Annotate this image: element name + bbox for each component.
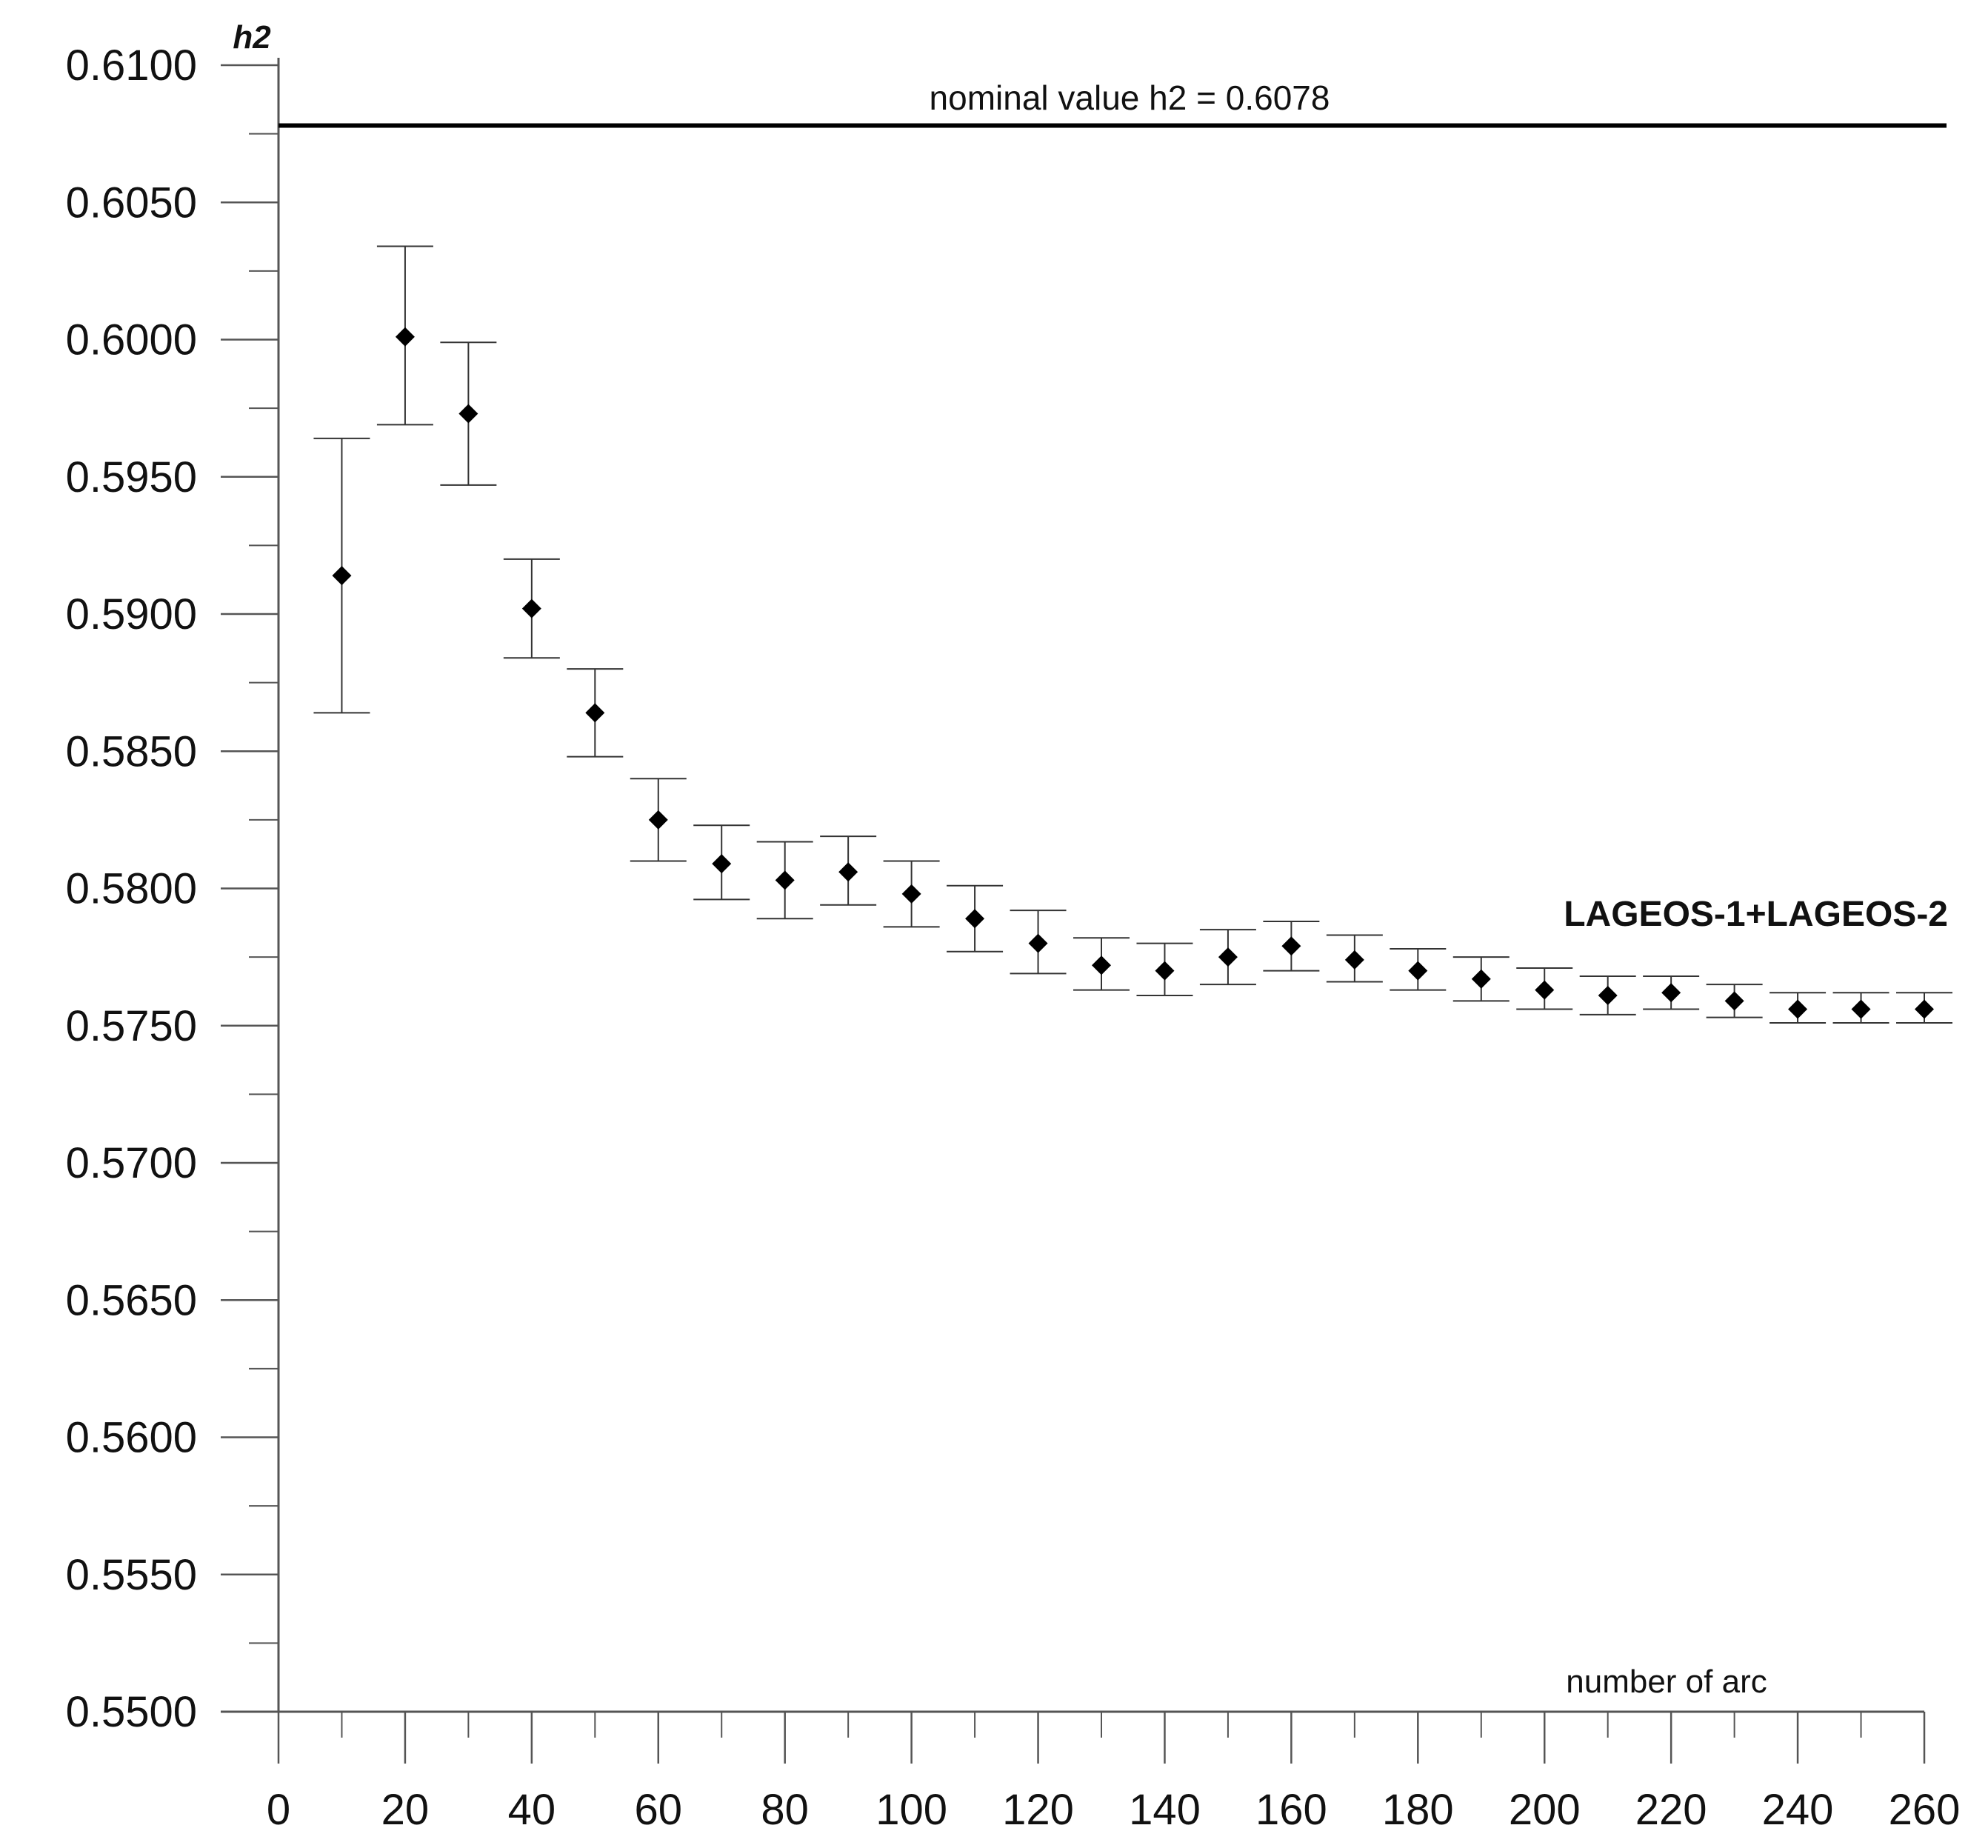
data-point	[1344, 950, 1364, 970]
series-label: LAGEOS-1+LAGEOS-2	[1564, 895, 1948, 934]
data-point	[1851, 999, 1871, 1019]
reference-line-label: nominal value h2 = 0.6078	[930, 79, 1330, 117]
x-tick-label: 60	[635, 1786, 683, 1834]
x-tick-label: 180	[1382, 1786, 1454, 1834]
x-tick-label: 240	[1762, 1786, 1834, 1834]
y-tick-label: 0.5650	[66, 1276, 197, 1324]
data-point	[1915, 999, 1934, 1019]
data-point	[775, 870, 795, 890]
y-tick-label: 0.5550	[66, 1551, 197, 1599]
data-point	[965, 909, 985, 929]
x-tick-label: 20	[381, 1786, 430, 1834]
data-point	[1724, 991, 1744, 1011]
x-tick-label: 40	[508, 1786, 556, 1834]
x-tick-label: 160	[1255, 1786, 1327, 1834]
y-tick-label: 0.6100	[66, 41, 197, 90]
y-tick-label: 0.5900	[66, 590, 197, 638]
data-markers	[332, 327, 1934, 1019]
data-point	[838, 862, 858, 882]
data-point	[458, 404, 478, 424]
data-point	[1788, 999, 1808, 1019]
data-point	[395, 327, 415, 347]
data-point	[1535, 980, 1555, 1000]
data-point	[521, 598, 541, 618]
x-axis: 0 20 40 60 80 100 120 140 160 180 200 220 240 260	[221, 1710, 1961, 1834]
data-point	[585, 703, 605, 723]
y-axis: 0.5500 0.5550 0.5600 0.5650 0.5700 0.5750 0.58…	[66, 41, 280, 1736]
x-tick-label: 220	[1635, 1786, 1707, 1834]
y-tick-label: 0.6050	[66, 179, 197, 227]
y-axis-title: h2	[233, 19, 271, 56]
data-point	[1471, 969, 1491, 989]
data-point	[1092, 955, 1111, 975]
x-tick-label: 120	[1002, 1786, 1074, 1834]
y-tick-label: 0.5750	[66, 1002, 197, 1050]
y-tick-label: 0.5700	[66, 1139, 197, 1187]
x-tick-label: 80	[761, 1786, 809, 1834]
data-point	[1661, 983, 1681, 1003]
data-point	[1281, 936, 1301, 956]
x-tick-label: 140	[1129, 1786, 1201, 1834]
data-point	[648, 810, 668, 830]
data-point	[1408, 961, 1428, 981]
x-tick-label: 0	[267, 1786, 290, 1834]
y-tick-label: 0.5500	[66, 1688, 197, 1736]
data-point	[1028, 933, 1048, 953]
data-point	[1598, 985, 1618, 1005]
x-axis-title: number of arc	[1566, 1664, 1767, 1700]
y-tick-label: 0.5850	[66, 727, 197, 775]
error-bars	[313, 245, 1952, 1024]
y-tick-label: 0.5950	[66, 453, 197, 501]
x-tick-label: 200	[1509, 1786, 1581, 1834]
x-tick-label: 260	[1889, 1786, 1961, 1834]
data-point	[1218, 947, 1238, 967]
data-point	[1155, 961, 1175, 981]
data-point	[901, 884, 921, 904]
data-point	[332, 566, 352, 586]
y-tick-label: 0.5800	[66, 865, 197, 913]
data-point	[712, 854, 732, 874]
y-tick-label: 0.6000	[66, 316, 197, 364]
x-tick-label: 100	[875, 1786, 947, 1834]
y-tick-label: 0.5600	[66, 1414, 197, 1462]
